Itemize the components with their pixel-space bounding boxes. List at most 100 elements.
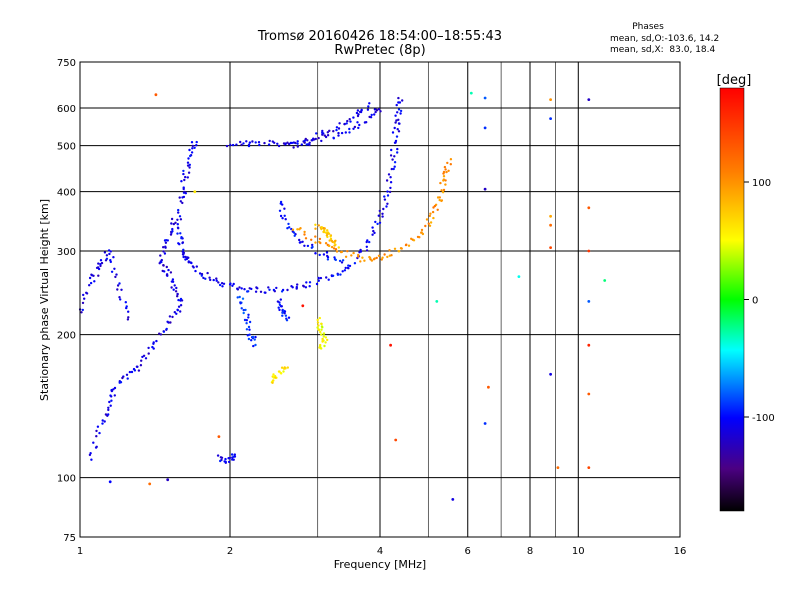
echo-point	[282, 142, 286, 145]
echo-point	[281, 203, 284, 206]
echo-point	[393, 155, 396, 158]
echo-point	[293, 234, 296, 237]
echo-point	[107, 408, 110, 412]
echo-point	[383, 195, 386, 198]
echo-point	[219, 459, 222, 463]
echo-point	[116, 288, 119, 291]
echo-point	[353, 125, 357, 129]
echo-point	[332, 130, 335, 133]
echo-point	[318, 253, 321, 257]
echo-point	[112, 388, 115, 391]
echo-point	[425, 218, 429, 221]
echo-point	[115, 273, 118, 276]
echo-point	[316, 321, 320, 324]
echo-point	[359, 260, 362, 263]
echo-point	[182, 169, 185, 173]
echo-point	[587, 392, 591, 396]
echo-point	[396, 111, 399, 114]
echo-point	[114, 275, 117, 279]
echo-point	[190, 261, 193, 265]
echo-point	[320, 328, 323, 331]
echo-point	[125, 306, 128, 310]
echo-point	[317, 324, 320, 327]
echo-point	[158, 332, 161, 335]
echo-point	[587, 300, 591, 303]
echo-point	[176, 308, 179, 311]
echo-point	[368, 115, 371, 119]
echo-point	[209, 278, 212, 282]
echo-point	[292, 141, 296, 144]
echo-point	[305, 281, 308, 284]
echo-point	[346, 266, 350, 270]
echo-point	[300, 143, 303, 146]
echo-point	[274, 376, 277, 379]
echo-point	[172, 288, 175, 291]
echo-point	[247, 313, 250, 316]
echo-point	[254, 141, 257, 144]
echo-point	[421, 232, 425, 236]
echo-point	[245, 328, 249, 331]
echo-point	[328, 244, 331, 248]
echo-point	[192, 266, 195, 269]
echo-point	[245, 322, 248, 325]
echo-point	[339, 273, 342, 276]
echo-point	[301, 304, 305, 308]
echo-point	[81, 308, 85, 312]
echo-point	[235, 143, 238, 146]
echo-point	[357, 126, 360, 130]
echo-point	[268, 139, 271, 143]
echo-point	[322, 230, 326, 234]
echo-point	[317, 276, 320, 280]
echo-point	[440, 199, 444, 202]
echo-point	[337, 246, 340, 249]
echo-point	[316, 318, 319, 322]
echo-point	[324, 242, 328, 245]
echo-point	[181, 250, 184, 253]
echo-point	[110, 389, 114, 393]
echo-point	[166, 478, 170, 482]
echo-point	[176, 218, 179, 221]
echo-point	[278, 308, 281, 312]
echo-point	[394, 438, 398, 442]
echo-point	[295, 287, 298, 290]
echo-point	[187, 260, 190, 263]
echo-point	[432, 216, 435, 220]
echo-point	[304, 137, 307, 141]
echo-point	[283, 366, 286, 369]
echo-point	[140, 359, 143, 362]
echo-point	[164, 246, 167, 249]
echo-point	[118, 296, 121, 299]
echo-point	[332, 136, 335, 139]
echo-point	[377, 214, 380, 217]
echo-point	[208, 276, 211, 279]
echo-point	[276, 300, 280, 303]
echo-point	[355, 111, 359, 115]
echo-point	[358, 110, 362, 114]
echo-point	[386, 194, 390, 197]
echo-point	[166, 239, 169, 242]
echo-point	[90, 458, 93, 461]
echo-point	[352, 251, 355, 255]
echo-point	[322, 132, 325, 135]
phases-title: Phases	[632, 22, 664, 32]
echo-point	[287, 142, 291, 146]
echo-point	[386, 255, 389, 259]
echo-point	[186, 256, 189, 259]
echo-point	[340, 261, 344, 264]
echo-point	[368, 256, 372, 260]
echo-point	[116, 284, 120, 287]
echo-point	[381, 212, 384, 215]
echo-point	[386, 190, 389, 193]
echo-point	[310, 246, 313, 249]
echo-point	[407, 244, 411, 247]
colorbar-gradient	[720, 88, 744, 511]
echo-point	[279, 371, 283, 375]
echo-point	[335, 250, 339, 253]
echo-point	[167, 268, 170, 272]
echo-point	[587, 343, 591, 347]
y-axis-label: Stationary phase Virtual Height [km]	[38, 199, 51, 401]
echo-point	[326, 134, 330, 137]
echo-point	[325, 276, 328, 279]
echo-point	[231, 143, 235, 147]
